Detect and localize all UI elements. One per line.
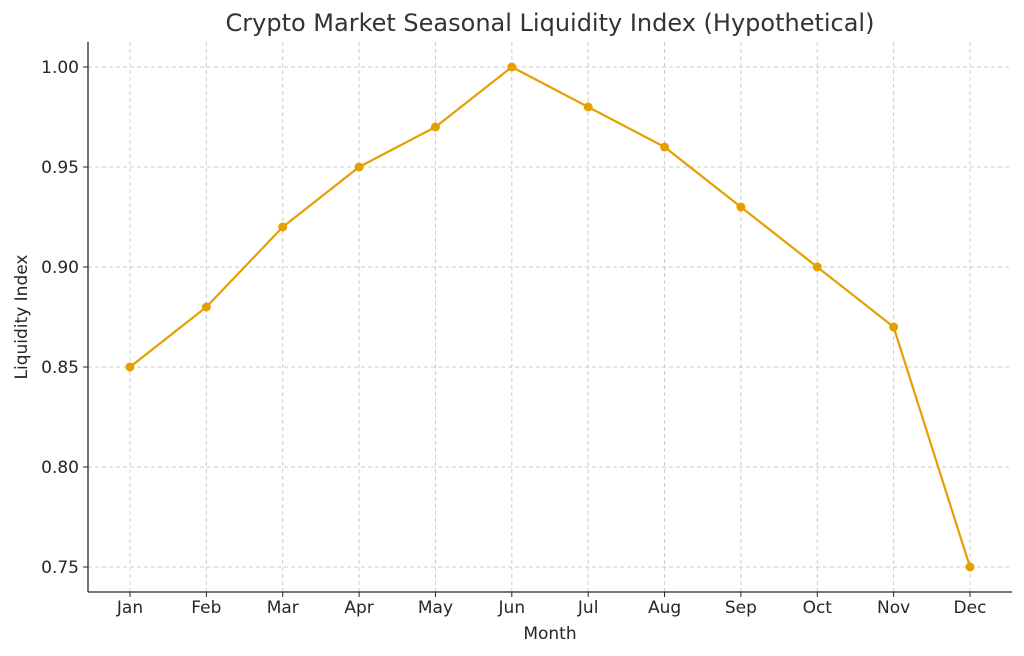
x-tick-label: Dec	[954, 598, 987, 618]
data-point-jun	[507, 62, 517, 72]
x-tick-label: Jul	[577, 598, 599, 618]
data-point-mar	[278, 222, 288, 232]
grid	[88, 42, 1012, 592]
y-tick-label: 0.80	[41, 458, 79, 478]
data-point-jul	[583, 102, 593, 112]
x-axis-ticks: Jan Feb Mar Apr May Jun Jul Aug Sep Oct Nov Dec	[116, 592, 987, 618]
series-liquidity-index	[125, 62, 975, 572]
data-point-aug	[660, 142, 670, 152]
y-tick-label: 0.90	[41, 258, 79, 278]
chart-title: Crypto Market Seasonal Liquidity Index (…	[226, 9, 875, 37]
x-axis-label: Month	[523, 624, 576, 644]
data-point-feb	[201, 302, 211, 312]
x-tick-label: Oct	[803, 598, 833, 618]
y-tick-label: 0.85	[41, 358, 79, 378]
x-tick-label: Jan	[116, 598, 143, 618]
x-tick-label: Sep	[725, 598, 757, 618]
data-point-jan	[125, 362, 135, 372]
x-tick-label: Feb	[191, 598, 221, 618]
x-tick-label: Jun	[498, 598, 526, 618]
data-point-may	[430, 122, 440, 132]
y-tick-label: 0.75	[41, 558, 79, 578]
x-tick-label: May	[418, 598, 453, 618]
y-axis-label: Liquidity Index	[12, 255, 32, 380]
y-tick-label: 1.00	[41, 58, 79, 78]
x-tick-label: Mar	[267, 598, 299, 618]
y-tick-label: 0.95	[41, 158, 79, 178]
data-point-dec	[965, 562, 975, 572]
series-line	[129, 65, 972, 568]
data-point-oct	[812, 262, 822, 272]
data-point-sep	[736, 202, 746, 212]
x-tick-label: Nov	[877, 598, 910, 618]
x-tick-label: Apr	[344, 598, 373, 618]
data-point-apr	[354, 162, 364, 172]
y-axis-ticks: 0.75 0.80 0.85 0.90 0.95 1.00	[41, 58, 88, 578]
x-tick-label: Aug	[648, 598, 681, 618]
data-point-nov	[889, 322, 899, 332]
